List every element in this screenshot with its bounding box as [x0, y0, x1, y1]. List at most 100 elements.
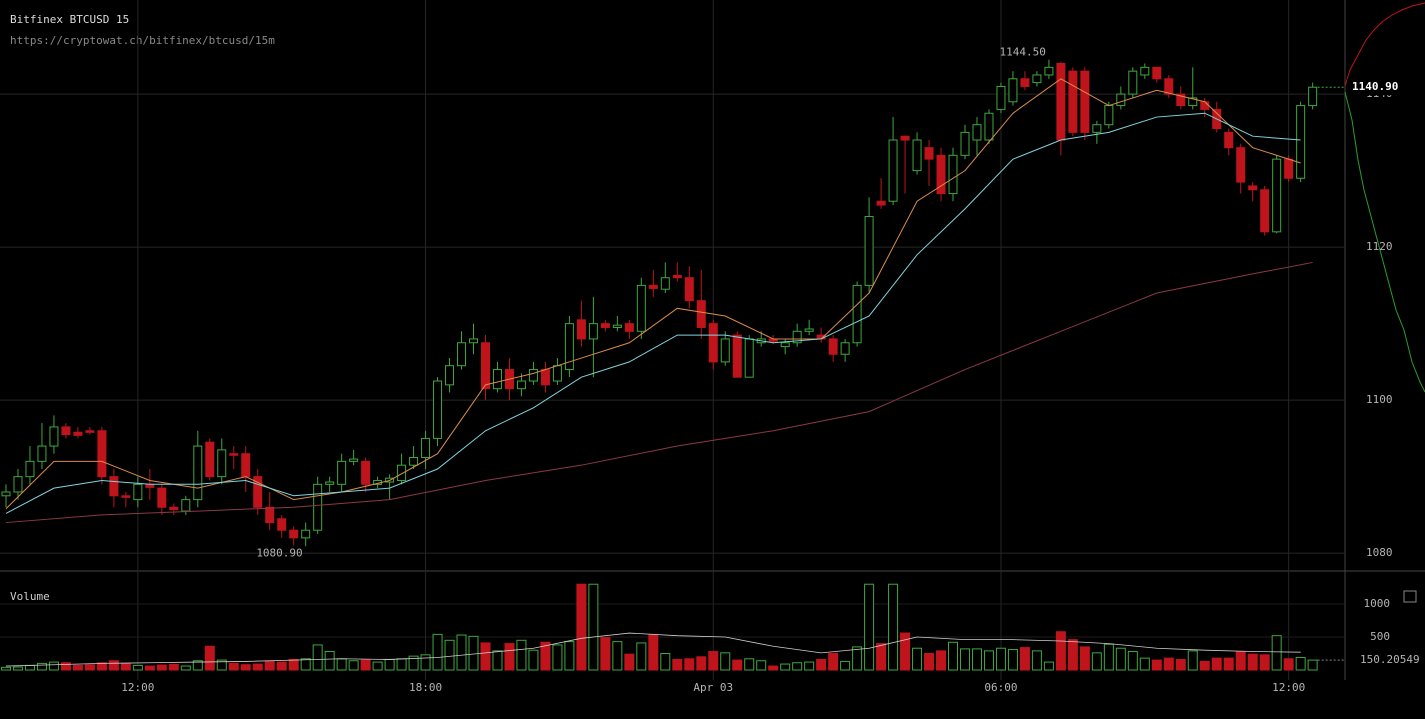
candle-body	[612, 324, 622, 328]
candle-body	[409, 457, 419, 466]
candle-body	[1140, 66, 1150, 76]
candle-body	[948, 154, 958, 195]
volume-bar	[1259, 654, 1270, 671]
candle-body	[792, 330, 802, 344]
candle-body	[1296, 105, 1306, 179]
volume-bar	[672, 658, 683, 671]
candle-body	[1068, 70, 1078, 133]
candle-body	[1260, 189, 1270, 233]
volume-bar	[1031, 650, 1042, 671]
candle-body	[1248, 185, 1258, 191]
volume-bar	[300, 658, 311, 671]
volume-bar	[1091, 652, 1102, 671]
candle-body	[636, 284, 646, 332]
candle-body	[37, 445, 47, 462]
volume-bar	[1055, 631, 1066, 671]
candle-body	[960, 131, 970, 156]
volume-bar	[1175, 658, 1186, 671]
depth-bids	[1344, 91, 1425, 393]
volume-bar	[1139, 657, 1150, 671]
volume-bar	[276, 661, 287, 671]
volume-bar	[96, 662, 107, 671]
candle-body	[492, 369, 502, 390]
volume-bar	[1283, 658, 1294, 671]
volume-bar	[1199, 660, 1210, 671]
volume-bar	[336, 658, 347, 671]
candle-body	[876, 200, 886, 206]
volume-bar	[516, 639, 527, 671]
volume-bar	[1115, 647, 1126, 671]
volume-bar	[1007, 649, 1018, 671]
candle-body	[804, 328, 814, 332]
volume-bar	[995, 647, 1006, 671]
candle-body	[49, 426, 59, 447]
candle-body	[936, 154, 946, 195]
candle-body	[564, 323, 574, 371]
x-tick-label: Apr 03	[693, 681, 733, 694]
volume-bar	[1043, 661, 1054, 671]
candle-body	[109, 476, 119, 497]
candle-body	[1044, 66, 1054, 76]
candle-body	[600, 323, 610, 328]
volume-bar	[792, 662, 803, 671]
candle-body	[732, 334, 742, 378]
candle-body	[720, 338, 730, 363]
candle-body	[253, 476, 263, 508]
volume-bar	[384, 658, 395, 671]
volume-bar	[228, 662, 239, 671]
volume-bar	[12, 666, 23, 671]
volume-bar	[1187, 650, 1198, 671]
candle-body	[912, 139, 922, 172]
volume-bar	[456, 634, 467, 671]
volume-bar	[240, 664, 251, 671]
volume-title: Volume	[10, 590, 50, 603]
candle-body	[648, 284, 658, 289]
volume-bar	[552, 644, 563, 671]
x-tick-label: 06:00	[984, 681, 1017, 694]
candle-body	[1, 491, 11, 497]
candle-body	[157, 487, 167, 508]
volume-bar	[372, 661, 383, 671]
candle-body	[1116, 93, 1126, 107]
candle-body	[445, 365, 455, 386]
volume-bar	[888, 583, 899, 671]
candle-body	[361, 460, 371, 485]
close-button[interactable]	[1403, 590, 1417, 603]
volume-tick-label: 500	[1370, 630, 1390, 643]
candle-body	[696, 300, 706, 328]
candle-body	[349, 458, 359, 462]
volume-bar	[180, 665, 191, 671]
volume-bar	[1079, 646, 1090, 671]
candle-body	[672, 274, 682, 279]
candle-body	[469, 338, 479, 344]
candle-body	[864, 216, 874, 286]
candle-body	[540, 369, 550, 386]
candle-body	[984, 112, 994, 141]
candle-body	[169, 506, 179, 511]
volume-bar	[924, 653, 935, 671]
candle-body	[624, 323, 634, 332]
volume-average	[5, 632, 1301, 667]
candle-body	[1308, 86, 1318, 107]
volume-bar	[720, 652, 731, 671]
volume-bar	[876, 643, 887, 671]
volume-bar	[1019, 647, 1030, 671]
candle-body	[73, 431, 83, 436]
candle-body	[1284, 158, 1294, 179]
candle-body	[780, 342, 790, 348]
volume-bar	[971, 648, 982, 671]
depth-asks	[1344, 2, 1425, 87]
volume-bar	[744, 658, 755, 671]
candle-body	[888, 139, 898, 202]
candle-body	[301, 529, 311, 539]
volume-bar	[588, 583, 599, 671]
last-price-bg	[1347, 79, 1422, 96]
volume-bar	[983, 650, 994, 671]
price-annotation: 1080.90	[256, 546, 302, 559]
chart-subtitle: https://cryptowat.ch/bitfinex/btcusd/15m	[10, 34, 275, 47]
candle-body	[480, 342, 490, 390]
volume-bar	[288, 658, 299, 671]
candle-body	[1056, 63, 1066, 141]
moving-average	[5, 261, 1313, 524]
candle-body	[229, 453, 239, 456]
